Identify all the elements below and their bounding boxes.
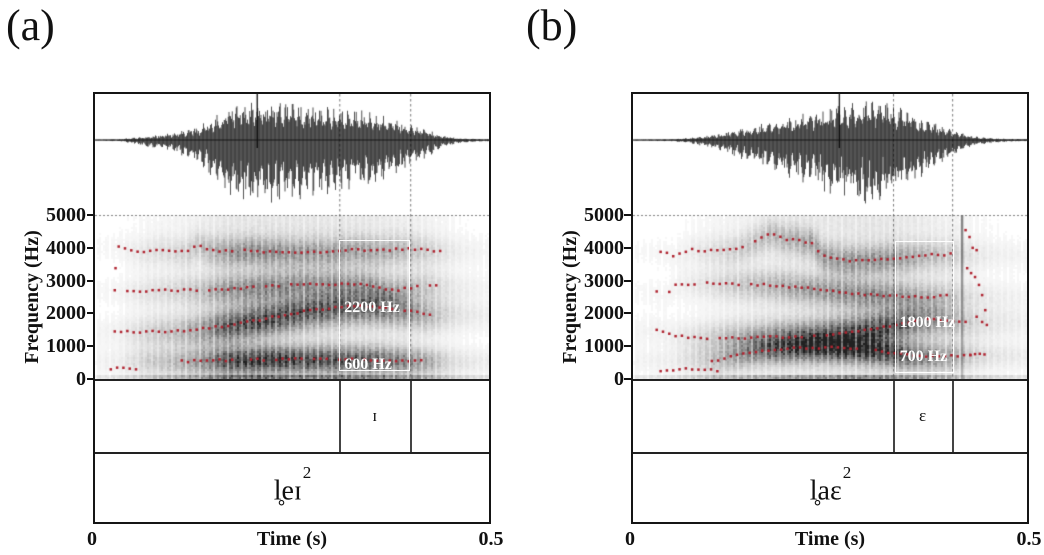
x-tick-0-b: 0 [625,528,635,550]
y-tick-2000-a: 2000 [46,302,86,324]
y-tickmark [87,345,94,347]
segment-boundary [893,381,895,452]
y-tickmark [87,280,94,282]
x-axis-title-b: Time (s) [794,528,866,550]
tone-superscript-b: 2 [842,463,852,483]
segment-tier-b: ɛ [633,379,1027,452]
f2-measure-label-a: 2200 Hz [344,299,400,317]
word-text-a: l̥eɪ [273,475,302,507]
y-tick-3000-b: 3000 [584,270,624,292]
waveform-spectrogram-canvas-b [633,94,1027,379]
y-axis-title-a: Frequency (Hz) [21,230,43,364]
waveform-spectrogram-canvas-a [95,94,489,379]
segment-tier-a: ɪ [95,379,489,452]
y-tick-1000-a: 1000 [46,335,86,357]
panel-b-plot: ɛ l̥aɛ2 1800 Hz 700 Hz [631,92,1029,524]
segment-label-a: ɪ [372,406,378,425]
y-tick-5000-b: 5000 [584,204,624,226]
y-tickmark [87,312,94,314]
y-axis-title-b: Frequency (Hz) [559,230,581,364]
y-tick-2000-b: 2000 [584,302,624,324]
y-tickmark [87,247,94,249]
segment-boundary [410,381,412,452]
segment-boundary [339,381,341,452]
tone-superscript-a: 2 [302,463,312,483]
y-tick-4000-a: 4000 [46,237,86,259]
word-tier-b: l̥aɛ2 [633,452,1027,522]
word-label-a: l̥eɪ2 [273,463,312,507]
y-tick-5000-a: 5000 [46,204,86,226]
panel-b-label: (b) [526,1,578,50]
panel-a-label: (a) [6,1,55,50]
y-tickmark [624,214,631,216]
word-tier-a: l̥eɪ2 [95,452,489,522]
x-tick-05-b: 0.5 [1016,528,1042,550]
y-tick-4000-b: 4000 [584,237,624,259]
x-axis-title-a: Time (s) [256,528,328,550]
y-tick-0-b: 0 [614,368,624,390]
f1-measure-label-a: 600 Hz [344,356,392,374]
f1-measure-label-b: 700 Hz [899,347,948,365]
x-tick-0-a: 0 [87,528,97,550]
word-text-b: l̥aɛ [809,475,842,507]
y-tick-0-a: 0 [76,368,86,390]
segment-label-b: ɛ [919,406,927,425]
y-tickmark [624,312,631,314]
y-tickmark [87,214,94,216]
x-tick-05-a: 0.5 [478,528,504,550]
y-tickmark [624,247,631,249]
y-tick-3000-a: 3000 [46,270,86,292]
y-tickmark [624,378,631,380]
y-tickmark [624,280,631,282]
word-label-b: l̥aɛ2 [809,463,851,507]
y-tick-1000-b: 1000 [584,335,624,357]
panel-a-plot: ɪ l̥eɪ2 2200 Hz 600 Hz [93,92,491,524]
y-tickmark [87,378,94,380]
segment-boundary [952,381,954,452]
f2-measure-label-b: 1800 Hz [899,314,956,332]
y-tickmark [624,345,631,347]
